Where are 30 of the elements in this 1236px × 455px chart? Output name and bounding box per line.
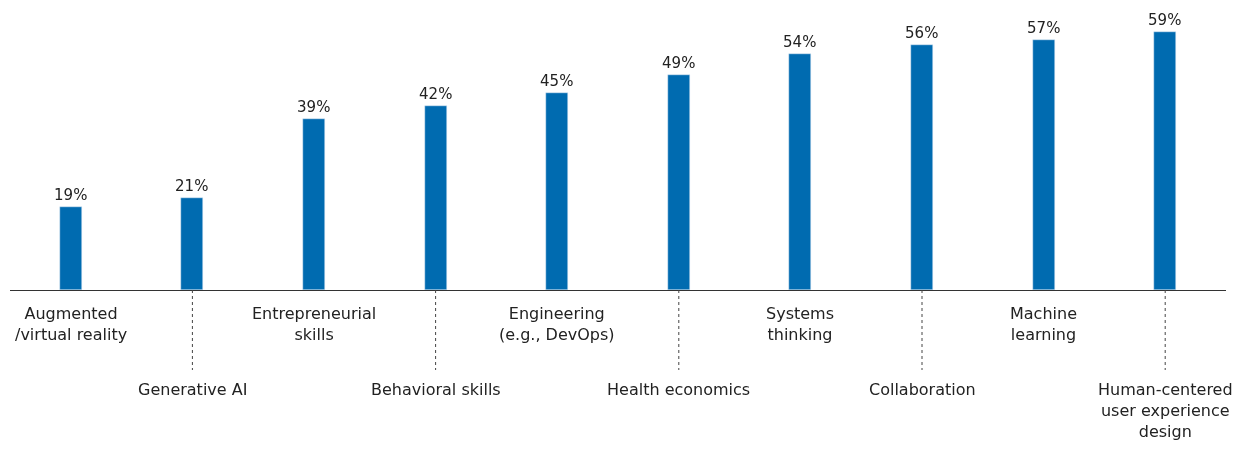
data-label: 54%: [783, 32, 817, 51]
x-tick-label: Machine learning: [1010, 304, 1077, 344]
x-tick-label: Generative AI: [138, 380, 248, 399]
data-label: 57%: [1027, 18, 1061, 37]
data-label: 21%: [175, 176, 209, 195]
x-tick-label: Engineering (e.g., DevOps): [499, 304, 615, 344]
x-tick-label: Collaboration: [869, 380, 976, 399]
x-tick-label: Behavioral skills: [371, 380, 501, 399]
data-label: 49%: [662, 53, 696, 72]
bar: [788, 53, 811, 290]
bar: [910, 44, 933, 290]
x-tick-label: Augmented /virtual reality: [15, 304, 128, 344]
data-label: 19%: [54, 185, 88, 204]
x-tick-label: Human-centered user experience design: [1098, 380, 1233, 441]
data-label: 39%: [297, 97, 331, 116]
bar: [1153, 31, 1176, 290]
x-tick-label: Health economics: [607, 380, 751, 399]
bar: [1032, 39, 1055, 290]
bar: [302, 118, 325, 290]
x-tick-label: Systems thinking: [766, 304, 834, 344]
x-tick-label: Entrepreneurial skills: [252, 304, 377, 344]
data-label: 59%: [1148, 10, 1182, 29]
data-label: 42%: [419, 84, 453, 103]
data-label: 45%: [540, 71, 574, 90]
bar: [180, 197, 203, 290]
bar: [545, 92, 568, 290]
data-label: 56%: [905, 23, 939, 42]
bar: [424, 105, 447, 290]
bar: [667, 74, 690, 290]
bar: [59, 206, 82, 290]
